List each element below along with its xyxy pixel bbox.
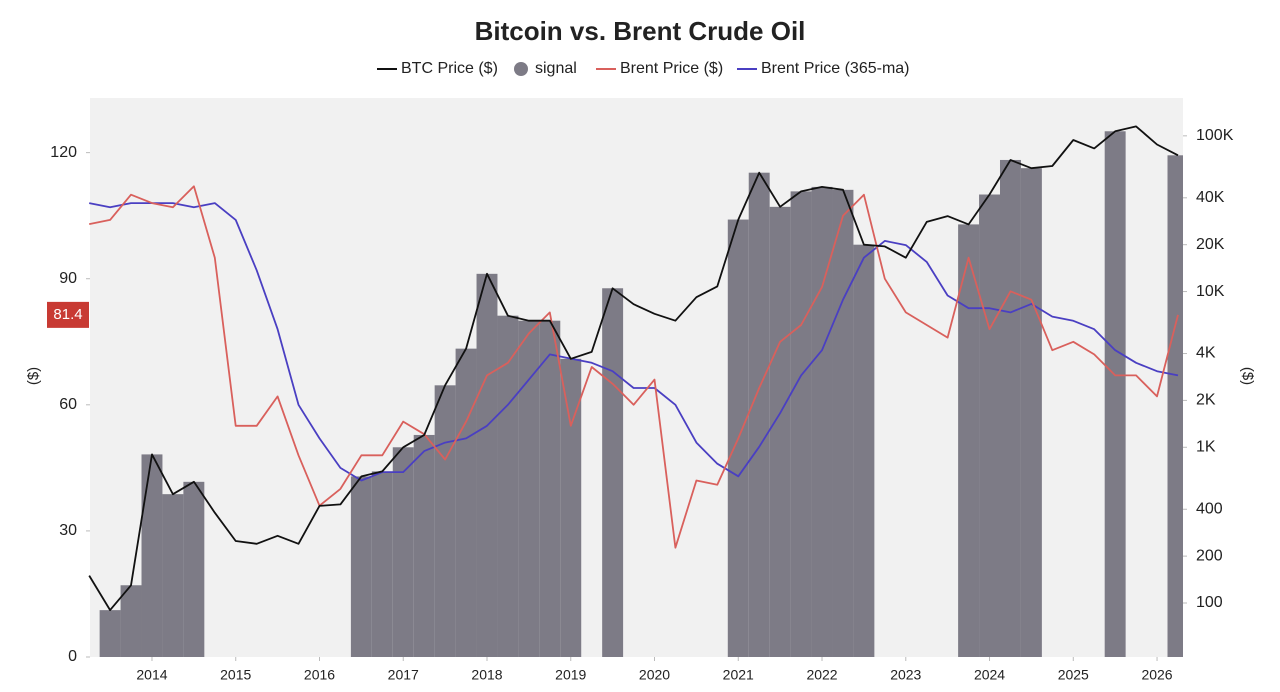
x-tick-label: 2021 xyxy=(723,667,754,683)
x-tick-label: 2022 xyxy=(806,667,837,683)
signal-bar xyxy=(602,288,624,657)
signal-bar xyxy=(350,476,372,657)
signal-bar xyxy=(560,358,582,657)
y2-tick-label: 100K xyxy=(1196,127,1234,144)
signal-bar xyxy=(476,273,498,657)
legend-label: Brent Price (365-ma) xyxy=(761,60,910,77)
legend-label: BTC Price ($) xyxy=(401,60,498,77)
legend-label: Brent Price ($) xyxy=(620,60,723,77)
y-tick-label: 90 xyxy=(59,270,77,287)
legend-label: signal xyxy=(535,60,577,77)
signal-bar xyxy=(183,481,205,657)
signal-bar xyxy=(518,320,540,657)
signal-bar xyxy=(141,454,163,657)
signal-bar xyxy=(434,385,456,657)
signal-bar xyxy=(162,494,184,657)
series-line xyxy=(88,125,1179,611)
signal-bar xyxy=(539,320,561,657)
y-tick-label: 120 xyxy=(50,144,77,161)
x-tick-label: 2015 xyxy=(220,667,251,683)
signal-bar xyxy=(853,244,875,657)
signal-bar xyxy=(979,194,1000,657)
last-value-label: 81.4 xyxy=(53,306,82,323)
signal-bar xyxy=(497,315,519,657)
y-axis-label: ($) xyxy=(25,367,42,385)
x-tick-label: 2020 xyxy=(639,667,670,683)
x-tick-label: 2016 xyxy=(304,667,335,683)
y2-tick-label: 100 xyxy=(1196,594,1223,611)
y2-tick-label: 2K xyxy=(1196,392,1216,409)
x-tick-label: 2019 xyxy=(555,667,586,683)
y2-tick-label: 200 xyxy=(1196,547,1223,564)
signal-bar xyxy=(392,447,414,657)
last-value-box xyxy=(47,301,89,328)
signal-bar xyxy=(120,585,142,657)
signal-bar xyxy=(958,224,980,657)
chart-title: Bitcoin vs. Brent Crude Oil xyxy=(475,16,806,46)
x-tick-label: 2014 xyxy=(136,667,167,683)
legend-swatch xyxy=(514,62,528,76)
y-tick-label: 0 xyxy=(68,648,77,665)
signal-bar xyxy=(371,471,393,657)
y2-tick-label: 400 xyxy=(1196,500,1223,517)
signal-bar xyxy=(1167,155,1183,657)
signal-bar xyxy=(413,434,435,657)
signal-bar xyxy=(769,206,791,658)
y-tick-label: 30 xyxy=(59,522,77,539)
x-tick-label: 2024 xyxy=(974,667,1005,683)
signal-bar xyxy=(1020,168,1042,657)
y2-tick-label: 10K xyxy=(1196,283,1225,300)
series-line xyxy=(89,185,1179,549)
x-tick-label: 2026 xyxy=(1141,667,1172,683)
signal-bar xyxy=(99,610,121,657)
y-tick-label: 60 xyxy=(59,396,77,413)
y2-tick-label: 4K xyxy=(1196,345,1216,362)
signal-bar xyxy=(748,172,770,658)
legend: BTC Price ($) signal Brent Price ($) Brent … xyxy=(377,60,910,77)
series-line xyxy=(89,202,1179,482)
y2-tick-label: 1K xyxy=(1196,438,1216,455)
x-tick-label: 2023 xyxy=(890,667,921,683)
signal-bar xyxy=(455,348,477,657)
signal-bar xyxy=(832,189,854,657)
signal-bar xyxy=(1104,131,1126,658)
x-tick-label: 2017 xyxy=(388,667,419,683)
y2-tick-label: 40K xyxy=(1196,189,1225,206)
x-tick-label: 2025 xyxy=(1058,667,1089,683)
y2-axis-label: ($) xyxy=(1239,367,1256,385)
y2-tick-label: 20K xyxy=(1196,236,1225,253)
x-tick-label: 2018 xyxy=(471,667,502,683)
signal-bar xyxy=(999,159,1021,657)
signal-bar xyxy=(811,186,833,658)
signal-bar xyxy=(790,191,812,658)
